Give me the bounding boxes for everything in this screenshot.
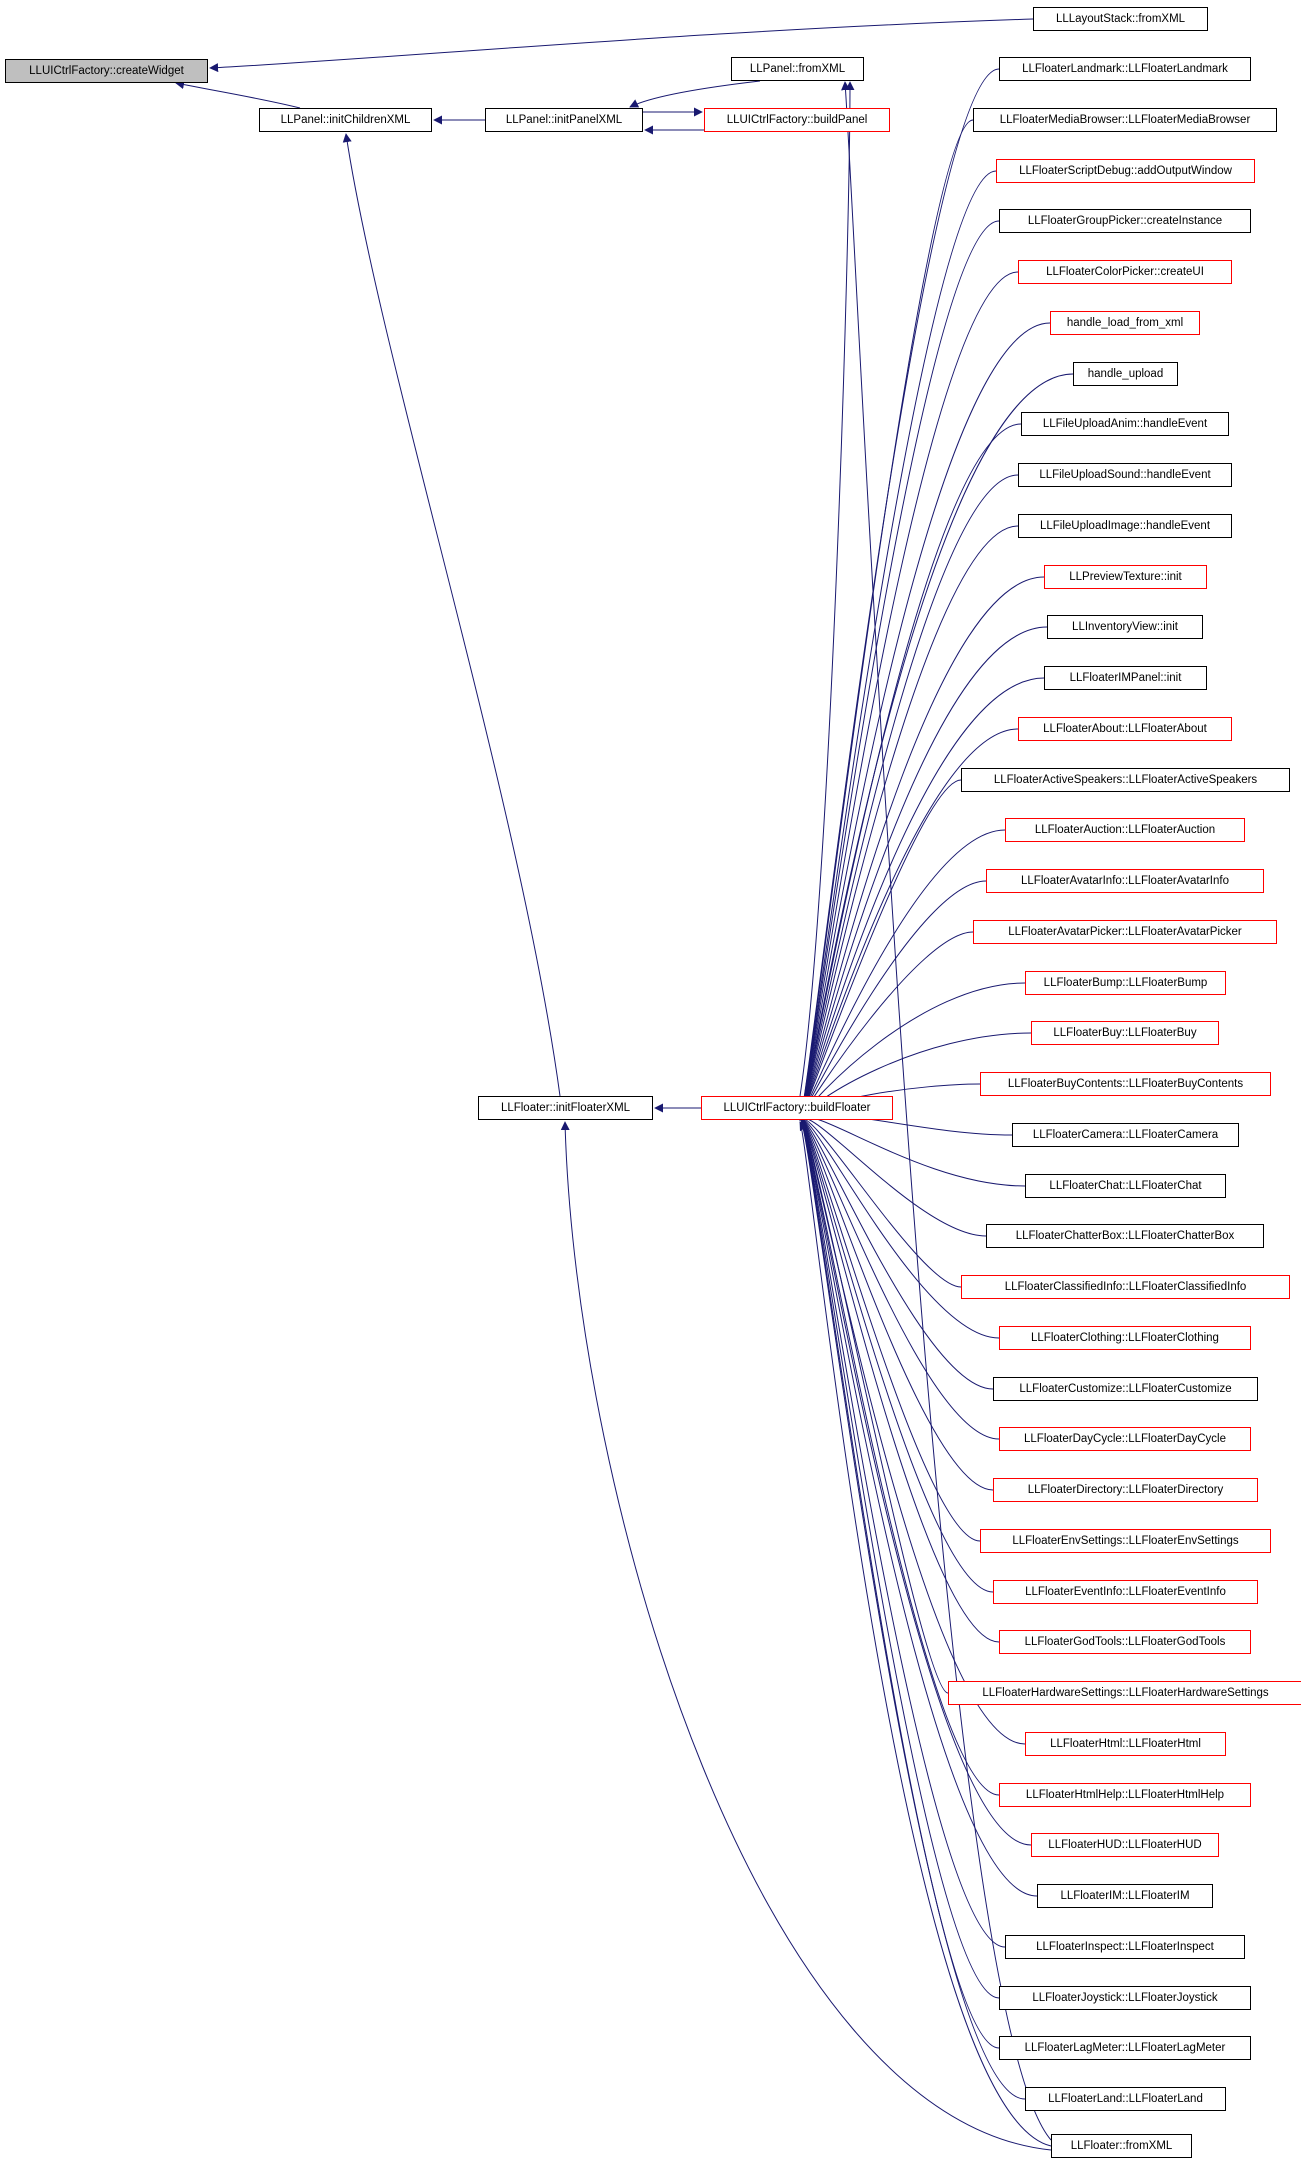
- node-caller-0[interactable]: LLFloaterLandmark::LLFloaterLandmark: [999, 57, 1251, 81]
- node-caller-6[interactable]: handle_upload: [1073, 362, 1178, 386]
- edge-build-floater-to-panel-from-xml: [799, 81, 855, 1097]
- edge-caller-31-to-build-floater: [799, 1110, 1000, 1643]
- node-caller-27[interactable]: LLFloaterDayCycle::LLFloaterDayCycle: [999, 1427, 1251, 1451]
- edge-caller-13-to-build-floater: [799, 728, 1019, 1121]
- node-caller-24[interactable]: LLFloaterClassifiedInfo::LLFloaterClassi…: [961, 1275, 1290, 1299]
- edge-caller-26-to-build-floater: [799, 1110, 994, 1390]
- node-build-panel[interactable]: LLUICtrlFactory::buildPanel: [704, 108, 890, 132]
- edge-caller-40-to-build-floater: [799, 1110, 1026, 2100]
- node-caller-19[interactable]: LLFloaterBuy::LLFloaterBuy: [1031, 1021, 1219, 1045]
- node-panel-init-panel-xml[interactable]: LLPanel::initPanelXML: [485, 108, 643, 132]
- node-caller-39[interactable]: LLFloaterLagMeter::LLFloaterLagMeter: [999, 2036, 1251, 2060]
- node-caller-1[interactable]: LLFloaterMediaBrowser::LLFloaterMediaBro…: [973, 108, 1277, 132]
- edge-caller-22-to-build-floater: [799, 1110, 1026, 1187]
- node-caller-13[interactable]: LLFloaterAbout::LLFloaterAbout: [1018, 717, 1232, 741]
- edge-caller-8-to-build-floater: [799, 474, 1019, 1121]
- node-caller-37[interactable]: LLFloaterInspect::LLFloaterInspect: [1005, 1935, 1245, 1959]
- node-caller-29[interactable]: LLFloaterEnvSettings::LLFloaterEnvSettin…: [980, 1529, 1271, 1553]
- edge-caller-29-to-build-floater: [799, 1110, 981, 1542]
- node-caller-12[interactable]: LLFloaterIMPanel::init: [1044, 666, 1207, 690]
- edge-caller-11-to-build-floater: [799, 626, 1048, 1121]
- edge-caller-4-to-build-floater: [799, 271, 1019, 1121]
- edge-caller-7-to-build-floater: [799, 423, 1022, 1121]
- node-floater-init-floater-xml[interactable]: LLFloater::initFloaterXML: [478, 1096, 653, 1120]
- node-caller-10[interactable]: LLPreviewTexture::init: [1044, 565, 1207, 589]
- node-panel-from-xml[interactable]: LLPanel::fromXML: [731, 57, 864, 81]
- node-caller-34[interactable]: LLFloaterHtmlHelp::LLFloaterHtmlHelp: [999, 1783, 1251, 1807]
- node-caller-33[interactable]: LLFloaterHtml::LLFloaterHtml: [1025, 1732, 1226, 1756]
- edge-init-children-xml-to-create-widget: [175, 80, 301, 109]
- edge-floater-from-xml-to-build-floater: [799, 1121, 1052, 2147]
- edge-caller-35-to-build-floater: [799, 1110, 1032, 1846]
- edge-init-floater-xml-to-init-children-xml: [342, 133, 561, 1097]
- node-caller-40[interactable]: LLFloaterLand::LLFloaterLand: [1025, 2087, 1226, 2111]
- edge-caller-37-to-build-floater: [799, 1110, 1006, 1948]
- node-caller-26[interactable]: LLFloaterCustomize::LLFloaterCustomize: [993, 1377, 1258, 1401]
- edge-caller-25-to-build-floater: [799, 1110, 1000, 1339]
- edge-caller-33-to-build-floater: [799, 1110, 1026, 1745]
- node-caller-3[interactable]: LLFloaterGroupPicker::createInstance: [999, 209, 1251, 233]
- node-caller-16[interactable]: LLFloaterAvatarInfo::LLFloaterAvatarInfo: [986, 869, 1264, 893]
- node-create-widget[interactable]: LLUICtrlFactory::createWidget: [5, 59, 208, 83]
- edge-caller-24-to-build-floater: [799, 1110, 962, 1288]
- node-caller-36[interactable]: LLFloaterIM::LLFloaterIM: [1037, 1884, 1213, 1908]
- edge-caller-23-to-build-floater: [799, 1110, 987, 1237]
- node-panel-init-children-xml[interactable]: LLPanel::initChildrenXML: [259, 108, 432, 132]
- node-build-floater[interactable]: LLUICtrlFactory::buildFloater: [701, 1096, 893, 1120]
- node-caller-15[interactable]: LLFloaterAuction::LLFloaterAuction: [1005, 818, 1245, 842]
- node-caller-22[interactable]: LLFloaterChat::LLFloaterChat: [1025, 1174, 1226, 1198]
- node-caller-9[interactable]: LLFileUploadImage::handleEvent: [1018, 514, 1232, 538]
- node-caller-32[interactable]: LLFloaterHardwareSettings::LLFloaterHard…: [948, 1681, 1301, 1705]
- node-caller-35[interactable]: LLFloaterHUD::LLFloaterHUD: [1031, 1833, 1219, 1857]
- node-caller-31[interactable]: LLFloaterGodTools::LLFloaterGodTools: [999, 1630, 1251, 1654]
- edge-caller-15-to-build-floater: [799, 829, 1006, 1121]
- node-caller-30[interactable]: LLFloaterEventInfo::LLFloaterEventInfo: [993, 1580, 1258, 1604]
- node-caller-7[interactable]: LLFileUploadAnim::handleEvent: [1021, 412, 1229, 436]
- node-caller-8[interactable]: LLFileUploadSound::handleEvent: [1018, 463, 1232, 487]
- node-caller-11[interactable]: LLInventoryView::init: [1047, 615, 1203, 639]
- node-caller-14[interactable]: LLFloaterActiveSpeakers::LLFloaterActive…: [961, 768, 1290, 792]
- node-caller-28[interactable]: LLFloaterDirectory::LLFloaterDirectory: [993, 1478, 1258, 1502]
- edge-caller-12-to-build-floater: [799, 677, 1045, 1121]
- node-caller-5[interactable]: handle_load_from_xml: [1050, 311, 1200, 335]
- edges: [175, 18, 1074, 2151]
- node-floater-from-xml[interactable]: LLFloater::fromXML: [1051, 2134, 1192, 2158]
- node-caller-21[interactable]: LLFloaterCamera::LLFloaterCamera: [1012, 1123, 1239, 1147]
- node-caller-25[interactable]: LLFloaterClothing::LLFloaterClothing: [999, 1326, 1251, 1350]
- edge-caller-10-to-build-floater: [799, 576, 1045, 1121]
- node-layout-stack-from-xml[interactable]: LLLayoutStack::fromXML: [1033, 7, 1208, 31]
- edge-layout-stack-to-create-widget: [209, 18, 1034, 73]
- edge-caller-9-to-build-floater: [799, 525, 1019, 1121]
- edge-caller-36-to-build-floater: [799, 1110, 1038, 1897]
- edge-floater-from-xml-to-init-floater-xml: [560, 1121, 1052, 2151]
- edge-panel-from-xml-to-init-panel-xml: [629, 80, 761, 108]
- node-caller-2[interactable]: LLFloaterScriptDebug::addOutputWindow: [996, 159, 1255, 183]
- edge-caller-30-to-build-floater: [799, 1110, 994, 1593]
- node-caller-4[interactable]: LLFloaterColorPicker::createUI: [1018, 260, 1232, 284]
- node-caller-20[interactable]: LLFloaterBuyContents::LLFloaterBuyConten…: [980, 1072, 1271, 1096]
- edge-caller-5-to-build-floater: [799, 322, 1051, 1121]
- node-caller-38[interactable]: LLFloaterJoystick::LLFloaterJoystick: [999, 1986, 1251, 2010]
- node-caller-23[interactable]: LLFloaterChatterBox::LLFloaterChatterBox: [986, 1224, 1264, 1248]
- edge-caller-28-to-build-floater: [799, 1110, 994, 1491]
- edge-floater-from-xml-to-panel-from-xml: [841, 81, 1052, 2141]
- node-caller-17[interactable]: LLFloaterAvatarPicker::LLFloaterAvatarPi…: [973, 920, 1277, 944]
- node-caller-18[interactable]: LLFloaterBump::LLFloaterBump: [1025, 971, 1226, 995]
- edge-caller-27-to-build-floater: [799, 1110, 1000, 1440]
